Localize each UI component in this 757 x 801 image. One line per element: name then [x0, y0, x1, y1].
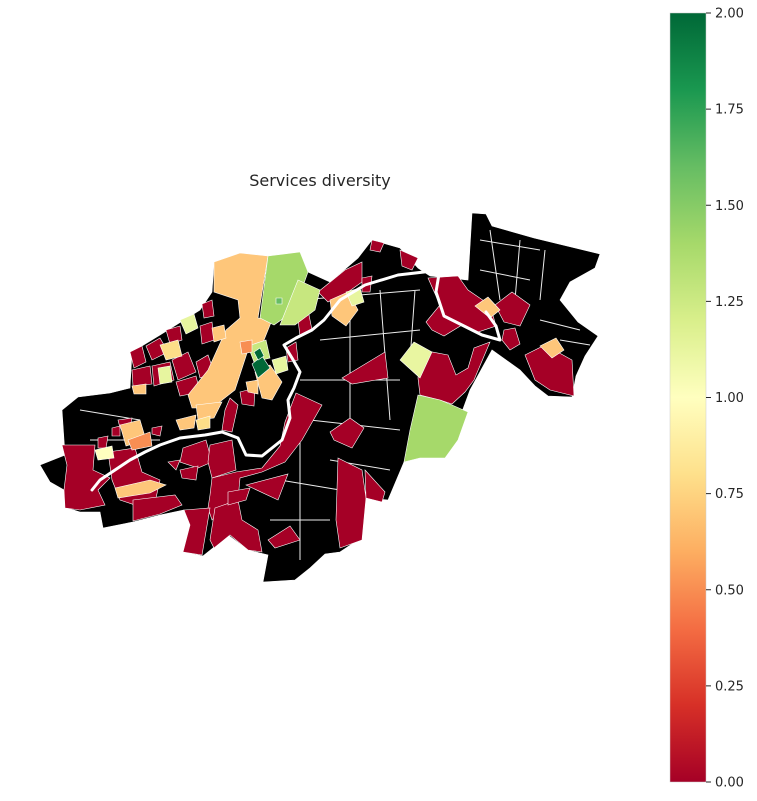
district	[129, 345, 147, 369]
choropleth-map	[39, 212, 601, 583]
district	[279, 279, 321, 326]
colorbar-tick-label: 0.75	[715, 487, 744, 502]
district	[209, 499, 263, 553]
colorbar-tick-label: 0.50	[715, 583, 744, 598]
district	[275, 297, 283, 305]
district	[494, 291, 531, 327]
district	[179, 465, 199, 481]
colorbar-tick-label: 1.00	[715, 391, 744, 406]
district	[159, 339, 183, 361]
district	[175, 414, 197, 431]
district	[341, 351, 389, 385]
district	[97, 435, 109, 449]
colorbar-tick-label: 2.00	[715, 7, 744, 22]
district-east-orange	[474, 296, 501, 319]
colorbar-ticks: 0.00 0.25 0.50 0.75 1.00 1.25 1.50 1.75 2.00	[706, 7, 744, 791]
district	[239, 339, 253, 355]
colorbar-tick-label: 1.50	[715, 199, 744, 214]
map-title: Services diversity	[249, 171, 391, 190]
colorbar: 0.00 0.25 0.50 0.75 1.00 1.25 1.50 1.75 2.00	[669, 7, 744, 791]
district-east-light-yellow	[399, 341, 433, 379]
district	[417, 341, 491, 405]
colored-districts	[94, 251, 565, 499]
district	[131, 383, 147, 395]
district	[399, 249, 419, 271]
district	[61, 444, 111, 511]
district	[211, 324, 227, 343]
district	[267, 525, 301, 549]
district	[171, 351, 197, 381]
district	[132, 494, 183, 522]
district	[335, 457, 367, 549]
district-east-green-park	[403, 394, 469, 463]
district	[94, 445, 115, 461]
district	[207, 439, 237, 479]
district	[151, 425, 163, 437]
city-outline	[39, 212, 601, 583]
district	[253, 347, 265, 361]
no-data-districts	[39, 212, 601, 583]
district	[369, 239, 385, 253]
district	[182, 507, 211, 556]
district	[114, 479, 167, 499]
colorbar-tick-label: 1.25	[715, 295, 744, 310]
district	[179, 313, 199, 335]
district	[364, 469, 386, 503]
district	[539, 337, 565, 359]
district	[199, 321, 215, 345]
district	[157, 365, 173, 385]
district	[201, 299, 215, 319]
colorbar-tick-label: 0.25	[715, 679, 744, 694]
colorbar-tick-label: 1.75	[715, 103, 744, 118]
district	[167, 459, 181, 471]
low-diversity-districts	[61, 239, 575, 556]
district	[227, 487, 251, 506]
district	[271, 355, 289, 375]
district	[501, 327, 521, 351]
district	[245, 379, 259, 395]
district	[195, 401, 223, 421]
district	[207, 392, 323, 521]
district	[131, 365, 153, 387]
district	[285, 341, 299, 363]
colorbar-gradient	[669, 12, 707, 783]
colorbar-tick-label: 0.00	[715, 776, 744, 791]
district	[111, 425, 121, 437]
river	[90, 266, 502, 492]
district	[195, 415, 211, 431]
district	[245, 473, 289, 501]
district	[221, 397, 239, 433]
district	[179, 439, 213, 469]
district	[165, 325, 183, 345]
district	[127, 431, 153, 451]
district	[329, 417, 365, 449]
